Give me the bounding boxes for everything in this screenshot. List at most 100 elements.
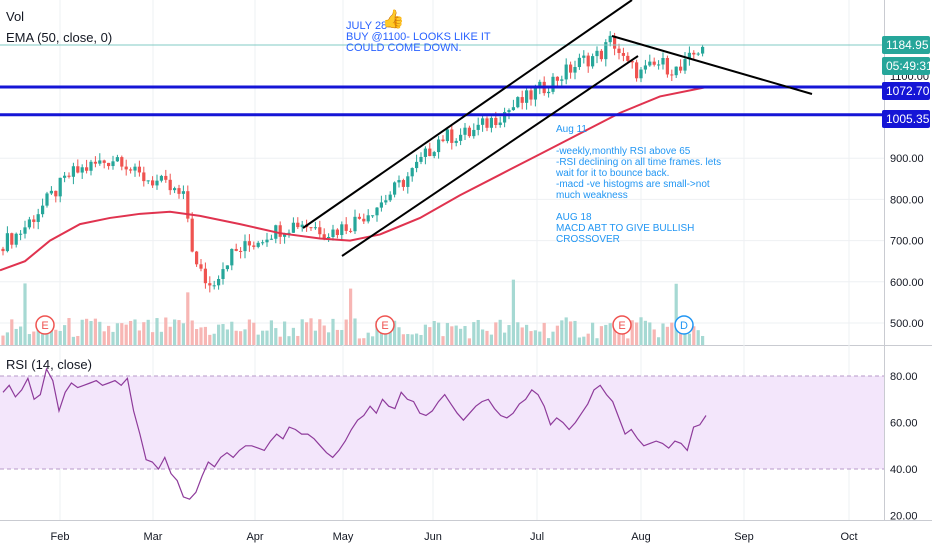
last-price-tag: 1184.95: [882, 36, 930, 54]
candle-body: [261, 242, 265, 244]
candle-body: [10, 233, 14, 245]
candle-body: [577, 57, 581, 68]
volume-bar: [375, 321, 379, 345]
candle-body: [551, 76, 555, 92]
candle-body: [283, 234, 287, 237]
dividend-event-label: D: [680, 320, 688, 332]
candle-body: [344, 224, 348, 231]
volume-bar: [49, 325, 53, 345]
candle-body: [516, 97, 520, 108]
candle-body: [525, 90, 529, 103]
volume-bar: [239, 331, 243, 345]
volume-bar: [463, 326, 467, 345]
x-tick-label: Apr: [246, 531, 263, 543]
volume-bar: [670, 322, 674, 345]
candle-body: [133, 166, 137, 171]
volume-bar: [177, 320, 181, 345]
dividend-event-marker: [674, 315, 694, 335]
volume-bar: [573, 320, 577, 345]
volume-bar: [225, 329, 229, 345]
rsi-y-tick-label: 60.00: [890, 418, 918, 430]
volume-bar: [454, 325, 458, 345]
candle-body: [151, 180, 155, 186]
volume-bar: [115, 323, 119, 345]
volume-bar: [309, 318, 313, 345]
volume-bar: [76, 335, 80, 345]
volume-bar: [63, 325, 67, 345]
candle-body: [93, 161, 97, 164]
candle-body: [564, 64, 568, 80]
candle-body: [269, 238, 273, 240]
candle-body: [533, 88, 537, 100]
volume-bar: [665, 326, 669, 345]
volume-bar: [432, 321, 436, 345]
volume-bar: [291, 327, 295, 345]
candle-body: [102, 160, 106, 163]
volume-bar: [5, 332, 9, 345]
candle-body: [626, 55, 630, 61]
candle-body: [547, 91, 551, 94]
candle-body: [76, 166, 80, 173]
volume-bar: [190, 320, 194, 345]
candle-body: [683, 59, 687, 71]
candle-body: [278, 225, 282, 237]
volume-bar: [481, 329, 485, 345]
volume-bar: [639, 317, 643, 345]
candle-body: [648, 61, 652, 66]
x-tick-label: Mar: [144, 531, 163, 543]
candle-body: [375, 207, 379, 216]
candle-body: [621, 53, 625, 56]
candle-body: [45, 193, 49, 206]
volume-bar: [313, 330, 317, 345]
y-tick-label: 900.00: [890, 153, 924, 165]
volume-bar: [648, 322, 652, 345]
volume-bar: [243, 329, 247, 345]
volume-bar: [393, 320, 397, 345]
rsi-band: [0, 376, 884, 469]
candle-body: [67, 175, 71, 177]
volume-bar: [498, 319, 502, 345]
volume-bar: [551, 331, 555, 345]
volume-bar: [19, 326, 23, 345]
volume-bar: [234, 330, 238, 345]
candle-body: [362, 218, 366, 222]
volume-bar: [406, 334, 410, 345]
candle-body: [230, 248, 234, 266]
candle-body: [159, 175, 163, 181]
volume-bar: [357, 338, 361, 345]
volume-bar: [340, 329, 344, 345]
volume-bar: [45, 329, 49, 345]
candle-body: [243, 241, 247, 252]
candle-body: [498, 122, 502, 125]
volume-bar: [32, 331, 36, 345]
candle-body: [679, 66, 683, 71]
volume-bar: [371, 336, 375, 345]
volume-bar: [415, 333, 419, 345]
candle-body: [300, 224, 304, 228]
volume-bar: [547, 338, 551, 345]
volume-bar: [604, 324, 608, 345]
volume-bar: [54, 329, 58, 345]
volume-bar: [269, 320, 273, 345]
candle-body: [674, 66, 678, 76]
volume-bar: [683, 328, 687, 345]
volume-bar: [283, 321, 287, 345]
volume-bar: [353, 318, 357, 345]
volume-bar: [159, 331, 163, 345]
candle-body: [335, 229, 339, 236]
candle-body: [555, 76, 559, 81]
volume-bar: [485, 330, 489, 345]
candle-body: [450, 129, 454, 143]
volume-bar: [71, 336, 75, 345]
volume-bar: [441, 336, 445, 345]
countdown-tag: 05:49:31: [882, 57, 932, 75]
volume-bar: [89, 321, 93, 345]
candle-body: [217, 278, 221, 286]
volume-bar: [212, 333, 216, 345]
annotation-july28: JULY 28 BUY @1100- LOOKS LIKE IT COULD C…: [346, 20, 491, 54]
candle-body: [115, 157, 119, 162]
annotation-aug11: Aug 11 -weekly,monthly RSI above 65 -RSI…: [556, 124, 722, 245]
volume-bar: [467, 338, 471, 345]
volume-bar: [507, 325, 511, 345]
